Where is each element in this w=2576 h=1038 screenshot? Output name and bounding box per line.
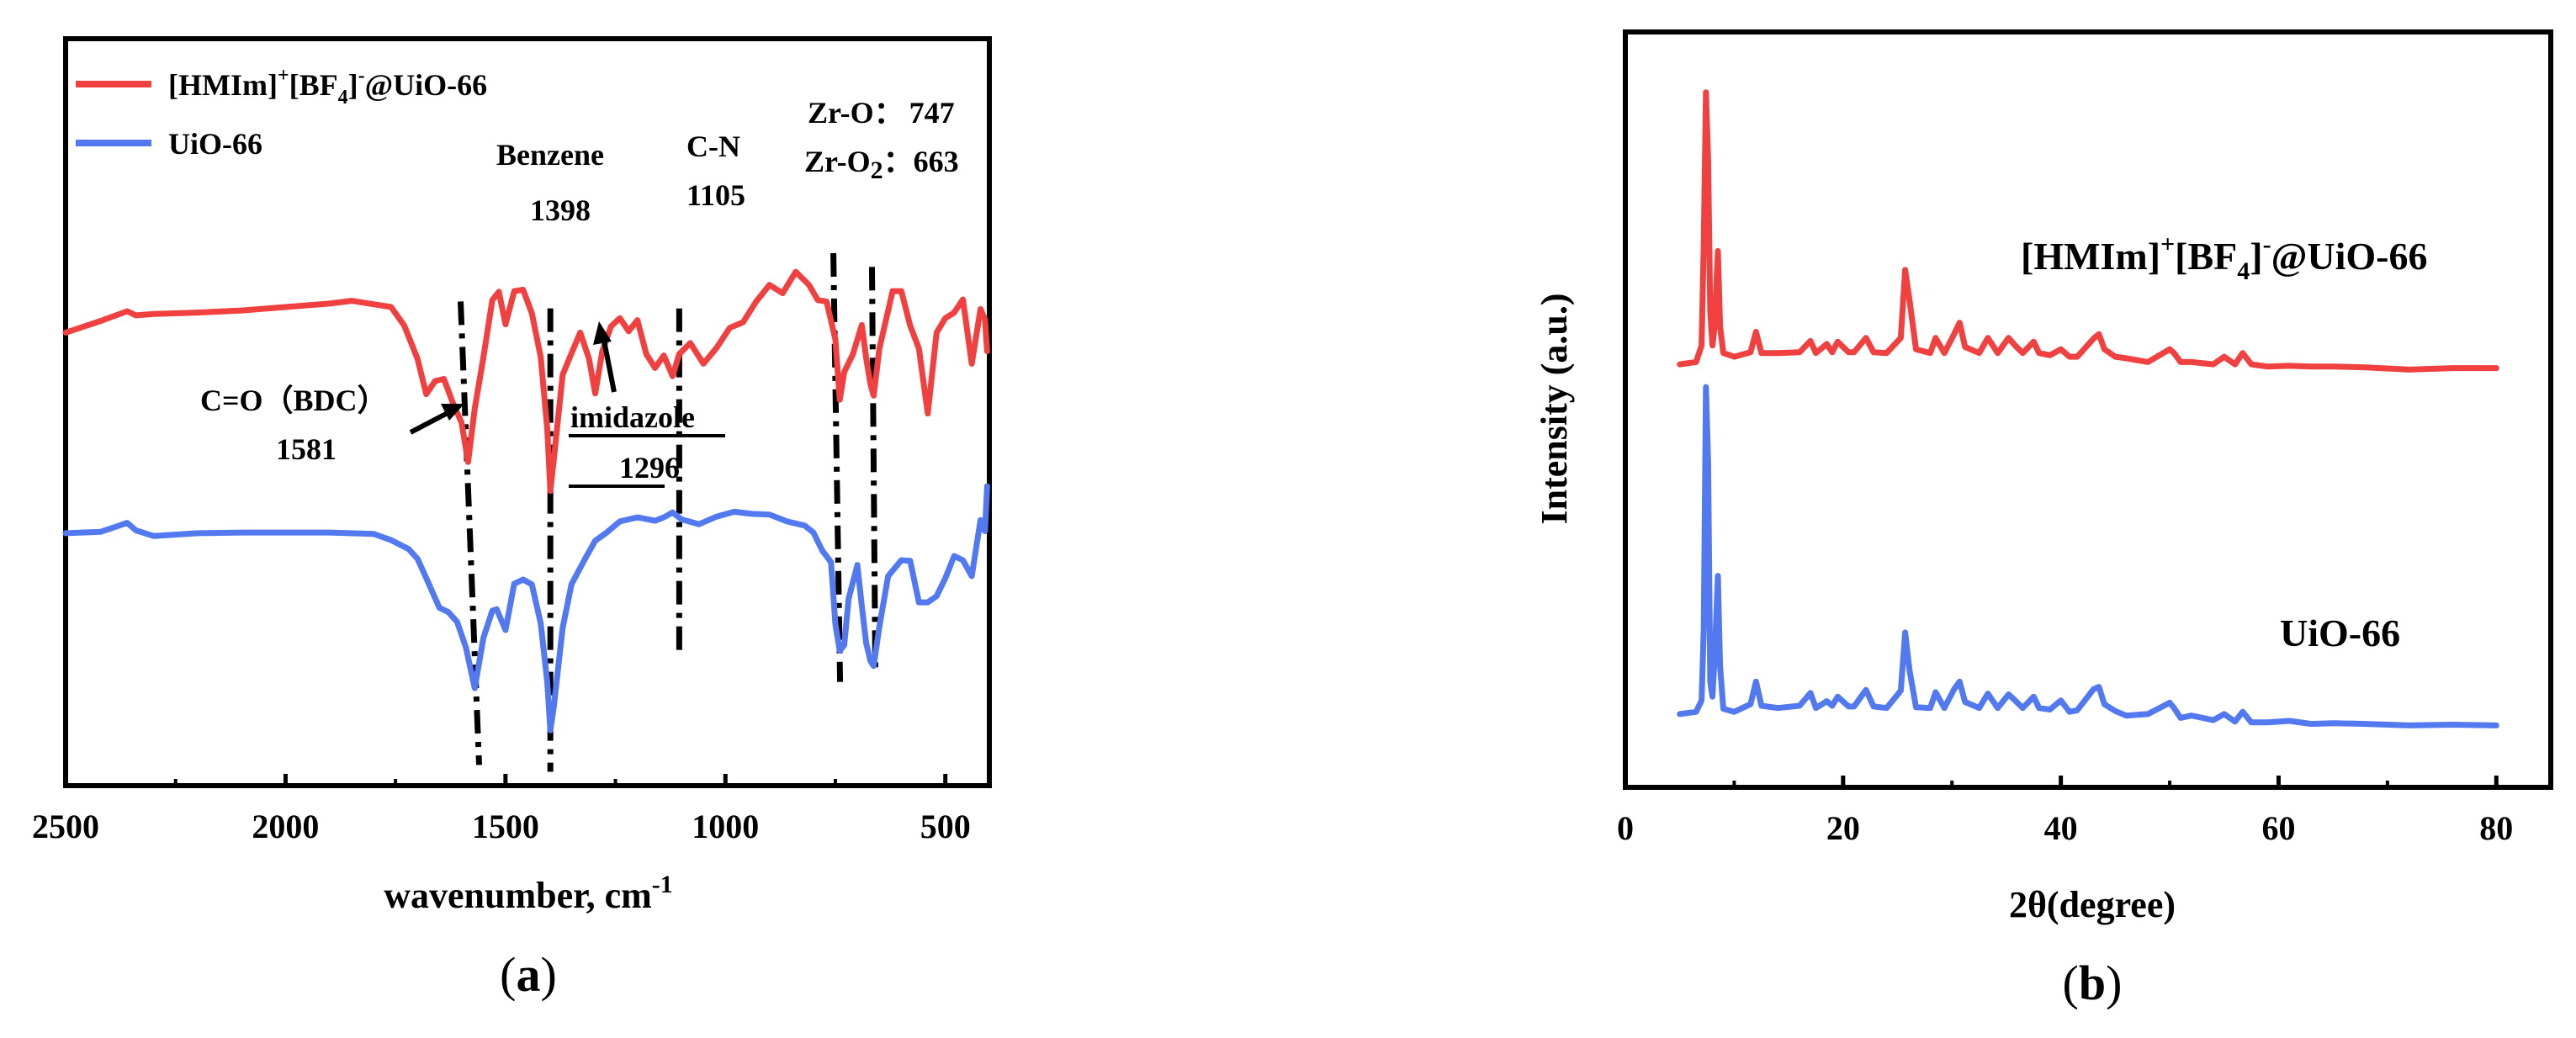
ftir-series — [62, 268, 990, 733]
anno-imidazole-arrow — [593, 321, 617, 393]
anno-bdc-label: C=O（BDC） — [200, 384, 388, 417]
series-line-uio66 — [62, 483, 990, 733]
x-tick-label: 40 — [2044, 809, 2078, 847]
x-tick-label: 2000 — [252, 808, 319, 845]
x-tick-label: 1000 — [692, 808, 759, 845]
ftir-panel: 2500 2000 1500 1000 500 [HMIm]+[BF4]-@UiO-66… — [32, 36, 992, 1002]
legend-label-uio66: UiO-66 — [168, 127, 262, 161]
x-tick-label: 1500 — [472, 808, 539, 845]
ftir-x-axis-title: wavenumber, cm-1 — [384, 871, 673, 916]
ftir-x-tick-labels: 2500 2000 1500 1000 500 — [32, 808, 971, 845]
anno-benzene-label: Benzene — [496, 138, 604, 172]
peak-marker-zro — [830, 252, 844, 682]
anno-cn-label: C-N — [686, 130, 740, 163]
anno-zro: Zr-O： 747 — [808, 96, 955, 130]
anno-zro2: Zr-O2：663 — [804, 145, 959, 184]
anno-imidazole-label: imidazole — [570, 400, 695, 434]
anno-bdc-value: 1581 — [276, 432, 337, 466]
xrd-series-label-hmim: [HMIm]+[BF4]-@UiO-66 — [2021, 230, 2428, 285]
x-tick-label: 2500 — [32, 808, 99, 845]
series-line-hmim — [62, 268, 990, 495]
ftir-annotations: Benzene 1398 C-N 1105 Zr-O： 747 Zr-O2：663… — [200, 96, 959, 488]
xrd-x-axis-title: 2θ(degree) — [2009, 884, 2176, 925]
ftir-plot-frame — [63, 36, 992, 788]
anno-imidazole-value: 1296 — [619, 451, 680, 485]
legend-label-hmim: [HMIm]+[BF4]-@UiO-66 — [168, 65, 487, 109]
anno-benzene-value: 1398 — [530, 193, 591, 227]
x-tick-label: 60 — [2261, 809, 2295, 847]
xrd-series — [1677, 89, 2499, 728]
xrd-x-ticks — [1623, 776, 2499, 787]
ftir-x-ticks — [63, 774, 948, 786]
xrd-series-label-uio66: UiO-66 — [2280, 612, 2400, 654]
peak-marker-zro2 — [868, 267, 878, 669]
series-line-hmim — [1677, 89, 2499, 373]
xrd-y-axis-title: Intensity (a.u.) — [1534, 293, 1575, 524]
series-line-uio66 — [1677, 384, 2499, 728]
xrd-x-tick-labels: 0 20 40 60 80 — [1617, 809, 2513, 847]
peak-marker-bdc — [458, 301, 483, 765]
panel-label-a: (a) — [500, 947, 557, 1002]
panel-label-b: (b) — [2063, 956, 2123, 1010]
x-tick-label: 500 — [920, 808, 971, 845]
ftir-legend: [HMIm]+[BF4]-@UiO-66 UiO-66 — [76, 65, 487, 161]
x-tick-label: 0 — [1617, 809, 1634, 847]
anno-bdc-arrow — [409, 404, 464, 435]
x-tick-label: 80 — [2479, 809, 2513, 847]
xrd-plot-frame — [1623, 29, 2553, 790]
xrd-panel: 0 20 40 60 80 [HMIm]+[BF4]-@UiO-66 UiO-66 In… — [1534, 29, 2553, 1010]
anno-cn-value: 1105 — [686, 178, 745, 212]
x-tick-label: 20 — [1826, 809, 1860, 847]
